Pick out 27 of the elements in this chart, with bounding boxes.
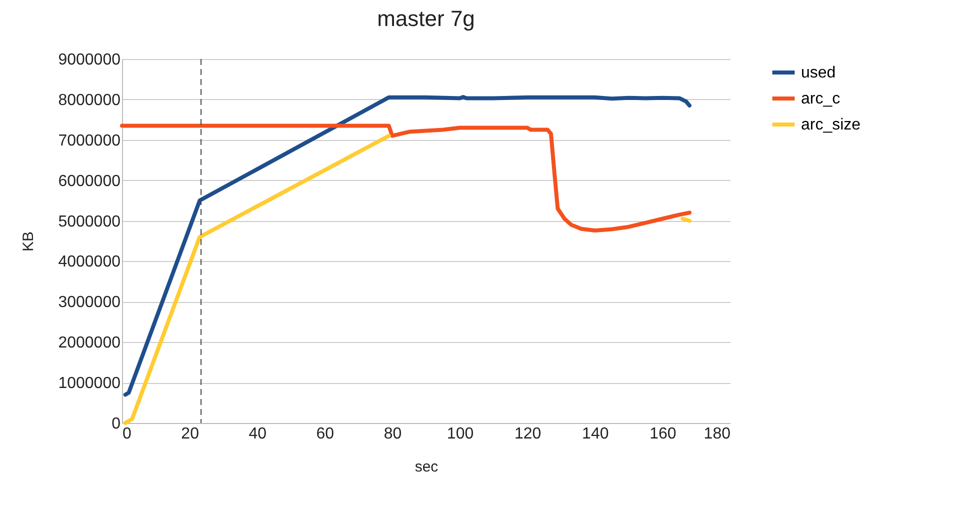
legend-label: arc_size (801, 116, 861, 134)
y-tick-label: 1000000 (58, 375, 121, 392)
x-axis-title: sec (414, 458, 439, 476)
y-tick-label: 3000000 (58, 294, 121, 312)
y-tick-label: 4000000 (58, 254, 121, 271)
x-tick-label: 40 (248, 426, 267, 442)
y-tick-label: 5000000 (58, 213, 121, 230)
x-tick-label: 80 (384, 426, 402, 442)
x-tick-label: 60 (316, 426, 334, 442)
x-tick-label: 120 (514, 426, 542, 442)
line-series (123, 95, 692, 397)
legend-label: used (801, 64, 836, 82)
x-tick-label: 0 (122, 426, 132, 442)
x-tick-label: 20 (181, 426, 200, 442)
line-series (120, 124, 692, 232)
x-tick-label: 140 (582, 426, 609, 442)
y-tick-label: 2000000 (58, 334, 121, 352)
chart-title: master 7g (377, 6, 475, 31)
x-tick-label: 160 (650, 426, 676, 442)
y-axis-title: KB (20, 231, 38, 252)
y-tick-label: 6000000 (58, 172, 121, 190)
x-tick-label: 100 (446, 426, 474, 442)
y-tick-label: 7000000 (58, 132, 121, 150)
x-tick-label: 180 (704, 426, 731, 442)
y-tick-label: 9000000 (58, 52, 121, 68)
legend-label: arc_c (801, 90, 840, 108)
y-tick-label: 8000000 (58, 92, 121, 109)
